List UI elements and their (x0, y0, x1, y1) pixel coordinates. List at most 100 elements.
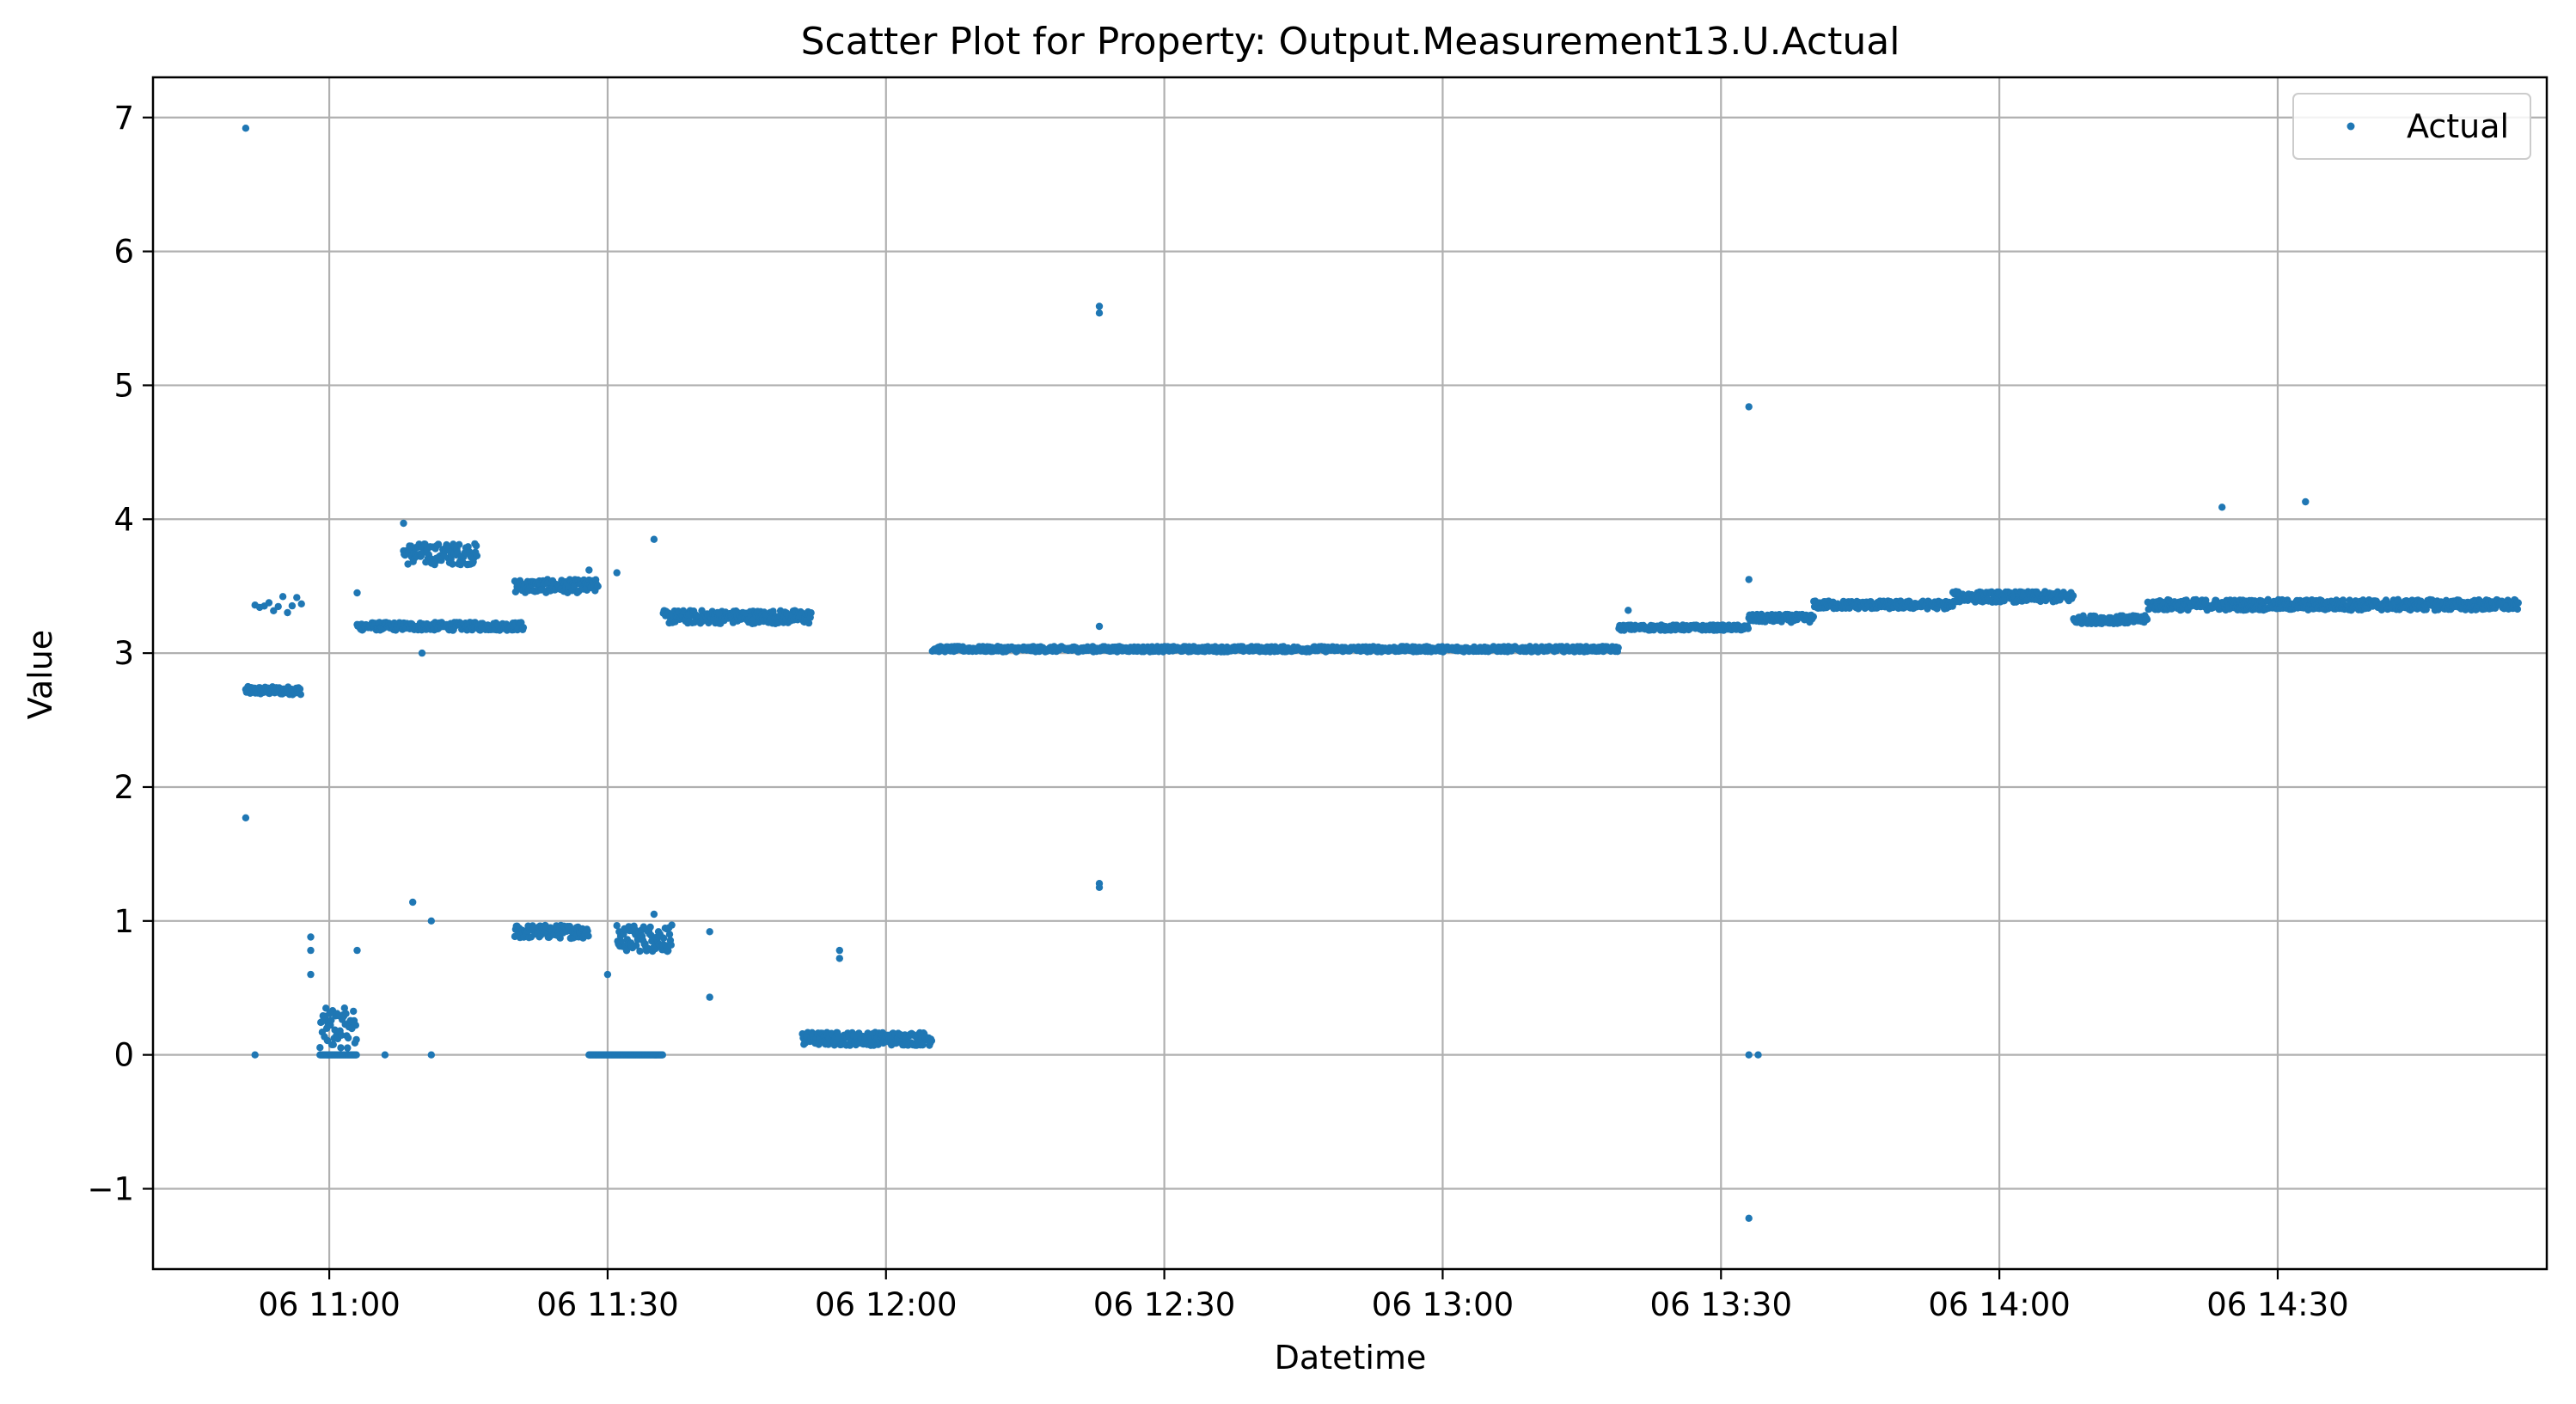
data-point (769, 607, 777, 615)
data-point (338, 1031, 346, 1040)
data-point (473, 552, 481, 559)
data-point (352, 1035, 360, 1044)
data-point (296, 685, 304, 693)
data-point (835, 946, 843, 955)
legend: Actual (2292, 93, 2531, 160)
data-point (352, 1022, 359, 1029)
x-tick-label: 06 13:30 (1650, 1286, 1792, 1323)
y-tick-label: 3 (113, 635, 134, 672)
y-tick-label: 1 (113, 903, 134, 940)
data-point (344, 1044, 352, 1052)
y-axis-ticks: −1 0 1 2 3 4 5 6 7 (87, 100, 153, 1207)
data-point (667, 941, 675, 949)
data-point (322, 1004, 330, 1012)
data-point (835, 955, 843, 962)
data-point (646, 923, 654, 931)
data-point (594, 583, 602, 590)
data-point (472, 542, 480, 550)
data-point (658, 1051, 666, 1059)
data-point (329, 1041, 337, 1049)
data-point (1744, 625, 1753, 632)
data-point (664, 947, 672, 955)
data-point (456, 540, 463, 548)
y-tick-label: 2 (113, 769, 134, 806)
data-point (1095, 883, 1104, 892)
legend-marker-actual (2347, 122, 2355, 131)
data-point (449, 560, 456, 568)
data-point (427, 917, 435, 925)
data-point (242, 814, 250, 821)
data-point (278, 593, 287, 601)
data-point (715, 609, 723, 617)
data-point (706, 993, 713, 1001)
data-point (316, 1044, 324, 1052)
data-point (1745, 1051, 1753, 1059)
data-point (307, 970, 315, 979)
data-point (2143, 615, 2151, 624)
data-point (409, 898, 417, 906)
data-point (584, 932, 592, 940)
data-point (1745, 576, 1753, 583)
x-tick-label: 06 12:30 (1093, 1286, 1235, 1323)
data-point (2514, 599, 2522, 607)
data-point (1745, 1214, 1753, 1223)
x-tick-label: 06 14:00 (1928, 1286, 2070, 1323)
data-point (1095, 622, 1104, 631)
data-point (636, 947, 644, 955)
data-point (434, 540, 443, 548)
data-point (297, 691, 304, 699)
y-axis-label: Value (21, 630, 59, 719)
data-point (585, 566, 593, 574)
data-point (418, 649, 426, 657)
data-point (927, 1037, 936, 1045)
data-point (1095, 302, 1104, 310)
y-tick-label: 4 (113, 501, 134, 538)
y-tick-label: 6 (113, 234, 134, 271)
y-tick-label: 0 (113, 1037, 134, 1074)
data-point (307, 946, 315, 955)
x-tick-label: 06 13:00 (1372, 1286, 1514, 1323)
x-tick-label: 06 14:30 (2206, 1286, 2348, 1323)
series-actual (242, 125, 2522, 1223)
data-point (668, 921, 676, 929)
data-point (706, 928, 713, 936)
x-tick-label: 06 11:30 (536, 1286, 678, 1323)
data-point (650, 535, 658, 543)
data-point (659, 934, 668, 943)
data-point (2302, 498, 2310, 506)
data-point (622, 947, 631, 955)
data-point (919, 1041, 927, 1049)
data-point (613, 922, 621, 930)
data-point (265, 599, 273, 607)
data-point (665, 931, 674, 938)
data-point (1745, 403, 1753, 411)
data-point (242, 125, 250, 132)
data-point (805, 619, 813, 627)
x-axis-label: Datetime (1275, 1339, 1427, 1377)
data-point (274, 602, 282, 611)
data-point (400, 519, 407, 528)
legend-label-actual: Actual (2407, 107, 2509, 145)
data-point (288, 601, 297, 610)
data-point (381, 1051, 389, 1059)
data-point (1754, 1051, 1762, 1059)
data-point (427, 1051, 435, 1059)
data-point (2513, 605, 2522, 613)
data-point (352, 1051, 360, 1059)
data-point (340, 1004, 348, 1012)
plot-frame (151, 76, 2548, 1271)
data-point (1809, 613, 1817, 620)
data-point (1095, 309, 1104, 317)
data-point (2218, 504, 2226, 511)
data-point (307, 933, 315, 941)
data-point (270, 607, 278, 614)
x-tick-label: 06 11:00 (258, 1286, 400, 1323)
data-point (337, 1044, 345, 1052)
data-point (1614, 644, 1622, 651)
y-tick-label: −1 (87, 1170, 134, 1207)
data-point (353, 589, 361, 597)
data-point (353, 946, 361, 955)
data-point (566, 923, 574, 931)
